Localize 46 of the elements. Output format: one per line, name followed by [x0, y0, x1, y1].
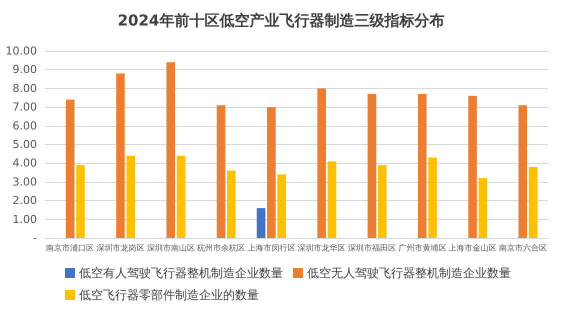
bar	[328, 161, 336, 238]
x-tick-label: 杭州市余杭区	[196, 244, 246, 252]
x-tick-label: 南京市浦口区	[46, 244, 94, 252]
y-tick-label: 7.00	[12, 100, 37, 114]
chart-title: 2024年前十区低空产业飞行器制造三级指标分布	[118, 12, 444, 30]
x-tick-label: 上海市闵行区	[247, 244, 296, 252]
bar	[277, 174, 286, 238]
x-tick-label: 深圳市福田区	[348, 244, 396, 252]
y-tick-label: 5.00	[12, 138, 37, 151]
bar	[478, 178, 488, 238]
bar	[76, 165, 85, 238]
bar	[66, 100, 74, 238]
y-tick-label: 10.00	[6, 44, 37, 58]
y-tick-label: 3.00	[12, 175, 37, 188]
x-tick-label: 深圳市龙岗区	[96, 244, 144, 252]
y-tick-label: 4.00	[12, 156, 37, 170]
x-tick-label: 深圳市南山区	[146, 244, 195, 252]
y-tick-label: 1.00	[12, 212, 37, 226]
bar	[267, 107, 276, 238]
y-tick-label: 9.00	[12, 63, 37, 76]
legend-label: 低空有人驾驶飞行器整机制造企业数量	[79, 266, 283, 280]
y-tick-label: 2.00	[12, 194, 37, 208]
x-tick-label: 深圳市龙华区	[298, 244, 346, 252]
bar	[428, 158, 437, 238]
x-tick-label: 上海市金山区	[448, 244, 497, 252]
y-tick-label: -	[33, 232, 38, 244]
x-tick-label: 广州市黄埔区	[398, 244, 446, 252]
bar	[518, 105, 528, 238]
bar	[216, 105, 226, 238]
bar	[166, 62, 176, 238]
legend-label: 低空飞行器零部件制造企业的数量	[79, 288, 259, 302]
bar	[468, 96, 477, 238]
legend-label: 低空无人驾驶飞行器整机制造企业数量	[307, 266, 511, 280]
bar	[317, 88, 326, 238]
bar	[378, 165, 387, 238]
bar	[256, 208, 266, 238]
bar	[176, 156, 186, 238]
bar	[418, 94, 427, 238]
y-tick-label: 8.00	[12, 82, 37, 95]
x-tick-label: 南京市六合区	[498, 244, 547, 252]
bar	[227, 170, 236, 238]
bar	[528, 166, 538, 238]
bar	[126, 156, 136, 238]
y-tick-label: 6.00	[12, 119, 37, 132]
bar	[368, 94, 376, 238]
bar	[116, 73, 125, 238]
